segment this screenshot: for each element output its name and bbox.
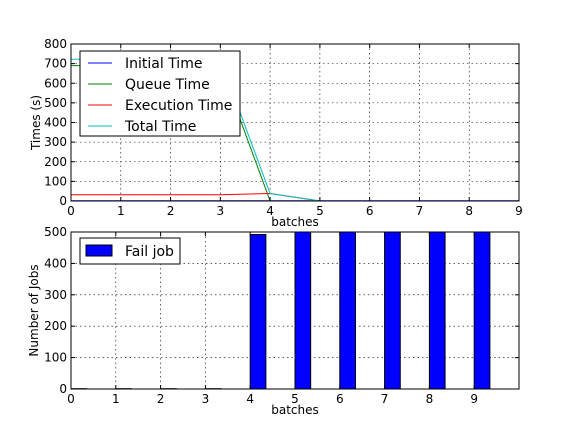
top-y-tick-label: 600: [44, 76, 67, 90]
legend-label: Total Time: [124, 119, 196, 135]
bottom-x-tick-label: 1: [112, 392, 120, 406]
bottom-y-tick-label: 0: [59, 382, 67, 396]
top-legend-box: [79, 50, 241, 137]
bar-batch-4: [249, 234, 267, 390]
bottom-y-tick-label: 200: [44, 319, 67, 333]
jobs-bar-chart: 0 1 2 3 4 5 6 7 8 9 0 100 200 300 400 500 Number of Job…: [27, 225, 520, 417]
times-line-chart: 0 1 2 3 4 5 6 7 8 9 0 100 200 300 400 500 600 700 800 Time…: [29, 37, 523, 229]
top-y-tick-label: 800: [44, 37, 67, 51]
legend-swatch: [85, 244, 113, 257]
top-x-tick-label: 5: [316, 204, 324, 218]
bottom-x-tick-label: 4: [246, 392, 254, 406]
bottom-y-tick-label: 100: [44, 351, 67, 365]
bottom-legend: Fail job: [79, 237, 181, 265]
bottom-x-tick-label: 3: [202, 392, 210, 406]
bottom-bars: [70, 231, 491, 390]
bar-batch-6: [339, 231, 356, 390]
bottom-y-tick-label: 300: [44, 288, 67, 302]
top-x-tick-label: 1: [117, 204, 125, 218]
top-x-axis-label: batches: [271, 215, 319, 229]
top-x-tick-label: 7: [416, 204, 424, 218]
bottom-x-tick-label: 6: [336, 392, 344, 406]
top-y-axis-label: Times (s): [29, 95, 43, 151]
bar-batch-5: [294, 231, 312, 390]
bottom-tick-labels: 0 1 2 3 4 5 6 7 8 9 0 100 200 300 400 500: [44, 225, 519, 406]
legend-label: Queue Time: [125, 77, 210, 93]
top-y-tick-label: 200: [44, 155, 67, 169]
top-x-tick-label: 0: [67, 204, 75, 218]
top-tick-labels: 0 1 2 3 4 5 6 7 8 9 0 100 200 300 400 500 600 700 800: [44, 37, 523, 218]
top-legend: Initial Time Queue Time Execution Time Tota…: [79, 50, 241, 137]
bar-batch-7: [384, 231, 401, 390]
top-x-tick-label: 4: [266, 204, 274, 218]
top-y-tick-label: 300: [44, 135, 67, 149]
bottom-x-tick-label: 5: [291, 392, 299, 406]
legend-label: Initial Time: [125, 56, 202, 72]
bottom-y-tick-label: 400: [44, 256, 67, 270]
top-x-tick-label: 6: [366, 204, 374, 218]
top-x-tick-label: 3: [217, 204, 225, 218]
top-x-tick-label: 8: [465, 204, 473, 218]
top-x-tick-label: 2: [167, 204, 175, 218]
bottom-x-tick-label: 9: [470, 392, 478, 406]
bar-batch-8: [428, 231, 446, 390]
bottom-x-tick-label: 0: [67, 392, 75, 406]
bottom-y-tick-label: 500: [44, 225, 67, 239]
top-y-tick-label: 0: [59, 194, 67, 208]
bottom-x-tick-label: 7: [381, 392, 389, 406]
top-y-tick-label: 500: [44, 96, 67, 110]
bottom-x-axis-label: batches: [271, 403, 319, 417]
top-y-tick-label: 700: [44, 57, 67, 71]
top-y-tick-label: 100: [44, 174, 67, 188]
top-y-tick-label: 400: [44, 116, 67, 130]
bar-batch-9: [473, 231, 491, 390]
legend-label: Execution Time: [125, 98, 232, 114]
bottom-x-tick-label: 8: [426, 392, 434, 406]
bottom-x-tick-label: 2: [157, 392, 165, 406]
bottom-y-axis-label: Number of Jobs: [27, 264, 41, 356]
legend-label: Fail job: [125, 244, 174, 260]
top-x-tick-label: 9: [515, 204, 523, 218]
